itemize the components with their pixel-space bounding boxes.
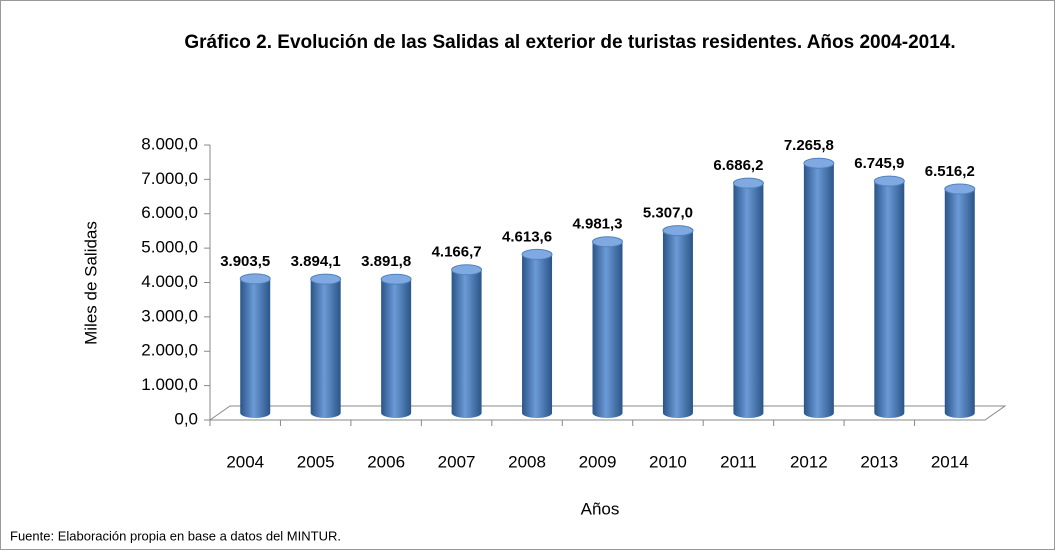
data-label: 7.265,8 xyxy=(784,137,834,154)
x-tick-label: 2013 xyxy=(860,452,898,471)
y-tick-label: 7.000,0 xyxy=(141,169,198,188)
y-tick-label: 1.000,0 xyxy=(141,375,198,394)
bar xyxy=(873,175,905,418)
y-tick-label: 3.000,0 xyxy=(141,306,198,325)
data-label: 6.516,2 xyxy=(925,163,975,180)
x-tick-label: 2010 xyxy=(649,452,687,471)
data-label: 3.903,5 xyxy=(220,253,270,270)
y-axis-label: Miles de Salidas xyxy=(81,221,100,345)
bar xyxy=(451,264,483,418)
x-tick-label: 2005 xyxy=(297,452,335,471)
y-tick-label: 6.000,0 xyxy=(141,203,198,222)
source: Fuente: Elaboración propia en base a dat… xyxy=(10,528,341,543)
x-tick-label: 2007 xyxy=(438,452,476,471)
x-tick-label: 2004 xyxy=(226,452,264,471)
bar xyxy=(944,183,976,418)
data-label: 4.166,7 xyxy=(432,244,482,261)
data-label: 4.981,3 xyxy=(572,216,622,233)
bar xyxy=(380,273,412,418)
y-tick-label: 2.000,0 xyxy=(141,341,198,360)
bar xyxy=(662,225,694,418)
bar xyxy=(803,157,835,418)
data-label: 5.307,0 xyxy=(643,205,693,222)
y-tick-label: 5.000,0 xyxy=(141,238,198,257)
x-axis-label: Años xyxy=(581,499,620,518)
data-label: 4.613,6 xyxy=(502,228,552,245)
data-label: 3.891,8 xyxy=(361,253,411,270)
bar xyxy=(521,248,553,418)
bar xyxy=(310,273,342,418)
bar xyxy=(732,177,764,418)
bar xyxy=(239,273,271,418)
x-tick-label: 2006 xyxy=(367,452,405,471)
bar xyxy=(592,236,623,418)
x-tick-label: 2012 xyxy=(790,452,828,471)
data-label: 6.686,2 xyxy=(713,157,763,174)
y-tick-label: 0,0 xyxy=(174,409,198,428)
x-tick-label: 2009 xyxy=(579,452,617,471)
y-tick-label: 8.000,0 xyxy=(141,134,198,153)
x-tick-label: 2014 xyxy=(931,452,969,471)
data-label: 6.745,9 xyxy=(854,155,904,172)
chart-title: Gráfico 2. Evolución de las Salidas al e… xyxy=(184,32,956,53)
data-label: 3.894,1 xyxy=(291,253,341,270)
x-tick-label: 2011 xyxy=(720,452,757,471)
y-tick-label: 4.000,0 xyxy=(141,272,198,291)
x-tick-label: 2008 xyxy=(508,452,546,471)
